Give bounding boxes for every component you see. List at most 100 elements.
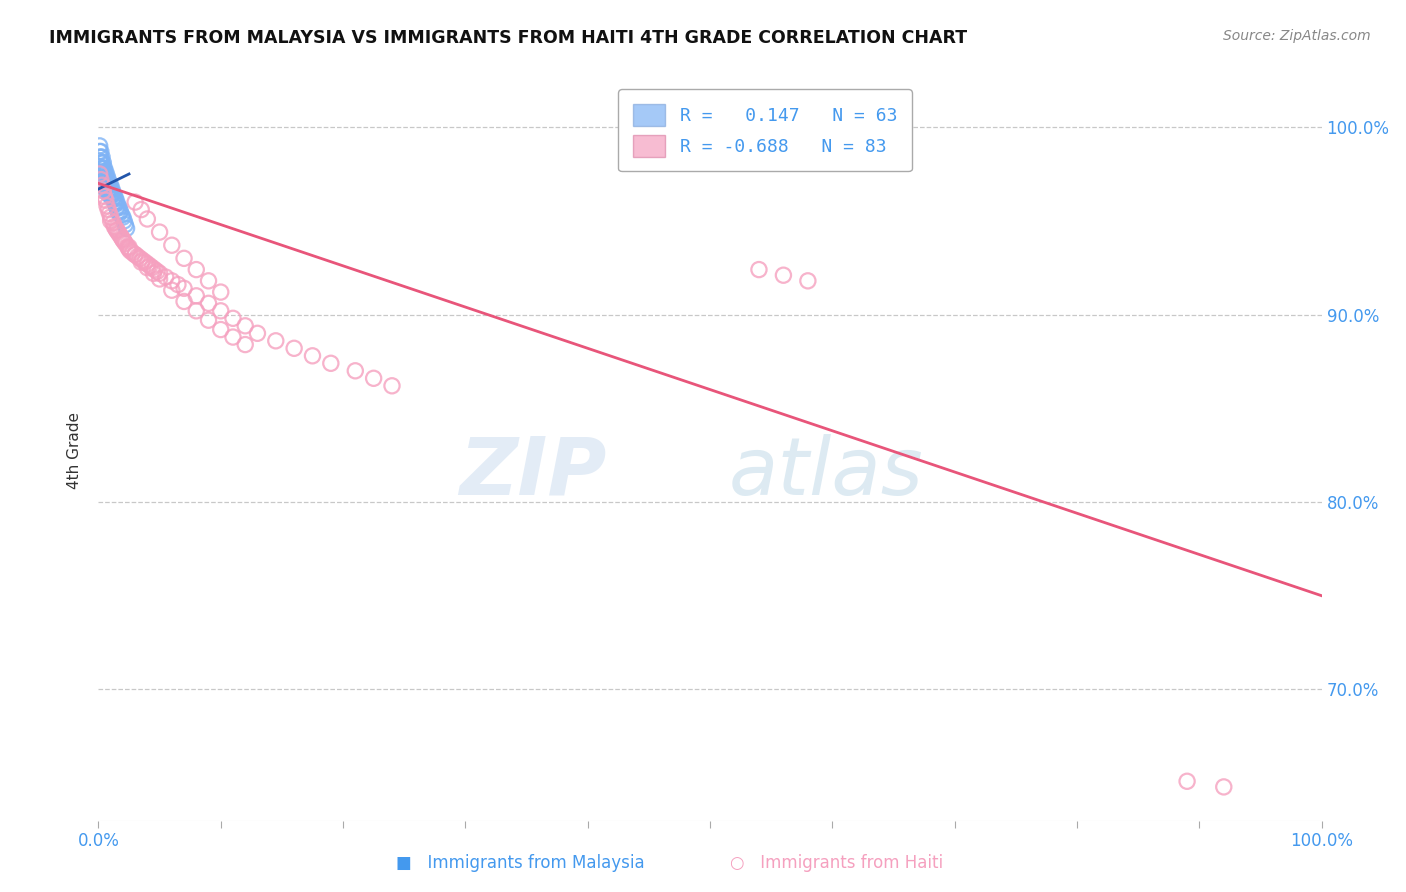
Point: [89, 150, 111, 164]
Point: [103, 189, 125, 203]
Point: [98, 182, 121, 196]
Point: [155, 270, 177, 285]
Point: [105, 201, 128, 215]
Point: [143, 262, 166, 277]
Point: [222, 330, 245, 344]
Point: [90, 167, 112, 181]
Point: [222, 311, 245, 326]
Point: [160, 283, 183, 297]
Point: [160, 238, 183, 252]
Point: [100, 214, 122, 228]
Point: [111, 208, 134, 222]
Point: [110, 204, 132, 219]
Point: [90, 172, 112, 186]
Point: [104, 191, 127, 205]
Point: [246, 326, 269, 341]
Point: [105, 223, 128, 237]
Point: [173, 294, 195, 309]
Point: [173, 281, 195, 295]
Point: [89, 167, 111, 181]
Point: [104, 197, 127, 211]
Point: [117, 240, 139, 254]
Point: [110, 228, 132, 243]
Point: [186, 303, 208, 318]
Point: [91, 161, 114, 176]
Point: [1175, 774, 1198, 789]
Point: [797, 274, 820, 288]
Point: [160, 274, 183, 288]
Point: [90, 155, 112, 169]
Point: [118, 240, 141, 254]
Point: [97, 178, 120, 193]
Point: [111, 210, 134, 224]
Point: [105, 195, 128, 210]
Point: [111, 231, 134, 245]
Point: [186, 262, 208, 277]
Point: [121, 245, 143, 260]
Point: [90, 150, 112, 164]
Text: atlas: atlas: [728, 434, 924, 512]
Point: [173, 252, 195, 266]
Point: [98, 206, 121, 220]
Point: [97, 202, 120, 217]
Point: [115, 221, 138, 235]
Point: [100, 210, 122, 224]
Point: [107, 204, 129, 219]
Point: [197, 274, 219, 288]
Text: ■   Immigrants from Malaysia: ■ Immigrants from Malaysia: [396, 855, 644, 872]
Point: [94, 170, 117, 185]
Point: [167, 277, 190, 292]
Point: [131, 253, 153, 268]
Point: [91, 155, 114, 169]
Point: [91, 167, 114, 181]
Point: [363, 371, 385, 385]
Point: [209, 285, 232, 299]
Legend: R =   0.147   N = 63, R = -0.688   N = 83: R = 0.147 N = 63, R = -0.688 N = 83: [619, 89, 911, 171]
Point: [112, 214, 135, 228]
Point: [112, 235, 135, 249]
Point: [134, 255, 156, 269]
Point: [96, 199, 118, 213]
Point: [101, 182, 124, 196]
Point: [120, 244, 142, 258]
Point: [101, 216, 124, 230]
Point: [96, 169, 118, 183]
Point: [129, 202, 152, 217]
Point: [136, 260, 159, 275]
Point: [91, 172, 114, 186]
Point: [98, 187, 121, 202]
Point: [149, 266, 172, 280]
Point: [93, 172, 115, 186]
Point: [283, 341, 305, 355]
Text: Source: ZipAtlas.com: Source: ZipAtlas.com: [1223, 29, 1371, 43]
Point: [100, 184, 122, 198]
Point: [89, 139, 111, 153]
Point: [108, 201, 131, 215]
Point: [91, 155, 114, 169]
Point: [264, 334, 287, 348]
Point: [1212, 780, 1234, 794]
Point: [127, 250, 149, 264]
Point: [186, 289, 208, 303]
Point: [136, 211, 159, 226]
Point: [105, 223, 128, 237]
Point: [103, 195, 125, 210]
Point: [111, 233, 134, 247]
Point: [100, 189, 122, 203]
Point: [301, 349, 323, 363]
Point: [94, 177, 117, 191]
Point: [101, 186, 124, 200]
Point: [91, 184, 114, 198]
Point: [91, 172, 114, 186]
Point: [118, 242, 141, 256]
Point: [96, 180, 118, 194]
Point: [149, 272, 172, 286]
Text: IMMIGRANTS FROM MALAYSIA VS IMMIGRANTS FROM HAITI 4TH GRADE CORRELATION CHART: IMMIGRANTS FROM MALAYSIA VS IMMIGRANTS F…: [49, 29, 967, 46]
Point: [101, 191, 124, 205]
Point: [90, 161, 112, 176]
Point: [93, 167, 115, 181]
Point: [124, 247, 146, 261]
Point: [197, 296, 219, 310]
Point: [124, 247, 146, 261]
Point: [129, 255, 152, 269]
